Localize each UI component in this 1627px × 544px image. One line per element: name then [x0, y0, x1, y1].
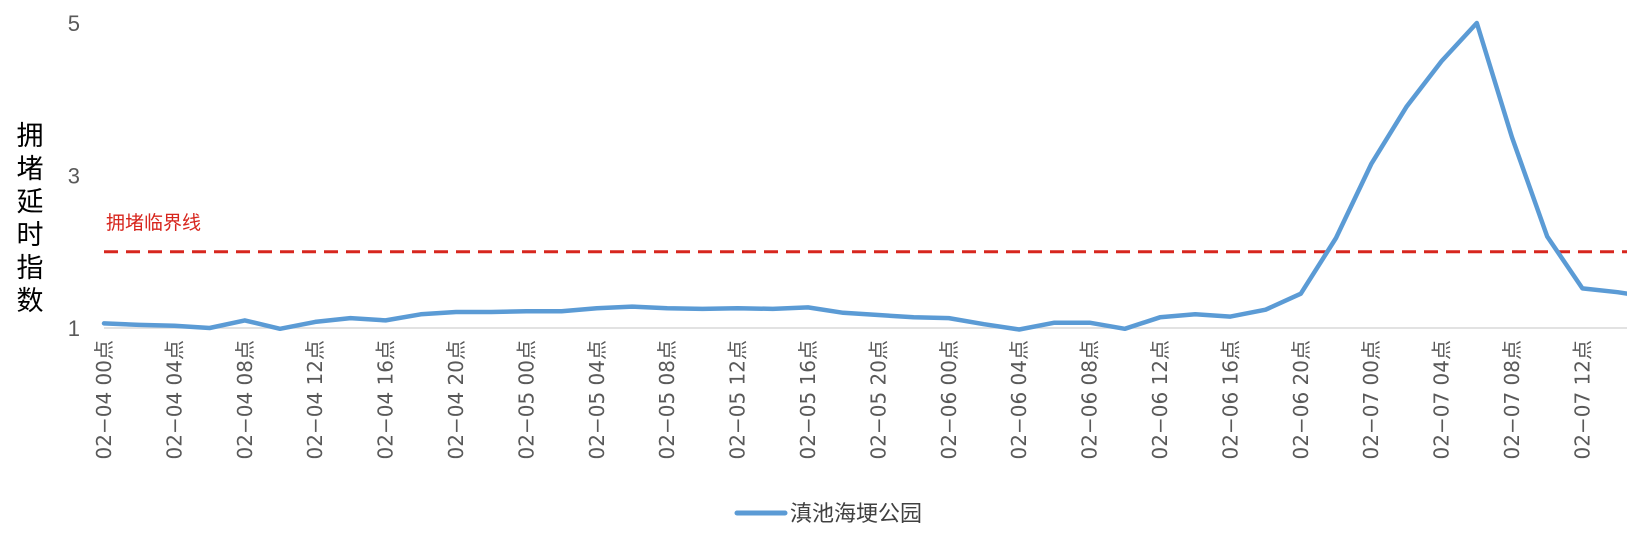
threshold-label: 拥堵临界线: [106, 212, 201, 234]
x-tick-label: 02−05 04点: [585, 340, 609, 459]
x-tick-label: 02−06 00点: [937, 340, 961, 459]
legend: 滇池海埂公园: [734, 502, 922, 527]
x-tick-label: 02−05 12点: [726, 340, 750, 459]
x-tick-label: 02−05 00点: [514, 340, 538, 459]
y-axis-label-char: 拥: [17, 121, 44, 152]
x-tick-label: 02−07 12点: [1570, 340, 1594, 459]
x-tick-label: 02−04 20点: [444, 340, 468, 459]
x-tick-label: 02−05 20点: [866, 340, 890, 459]
x-tick-label: 02−06 12点: [1148, 340, 1172, 459]
x-tick-label: 02−06 08点: [1078, 340, 1102, 459]
y-axis-label-char: 堵: [17, 154, 44, 185]
x-tick-label: 02−04 08点: [233, 340, 257, 459]
x-tick-label: 02−04 04点: [162, 340, 186, 459]
legend-label: 滇池海埂公园: [790, 502, 922, 527]
y-axis-label-char: 延: [17, 187, 44, 218]
y-tick-label: 1: [68, 316, 80, 341]
x-tick-label: 02−05 08点: [655, 340, 679, 459]
x-tick-label: 02−05 16点: [796, 340, 820, 459]
series-line: [101, 20, 1627, 332]
x-tick-label: 02−06 16点: [1218, 340, 1242, 459]
y-tick-label: 5: [68, 11, 80, 36]
y-tick-label: 3: [68, 164, 80, 189]
y-axis-label-char: 数: [17, 286, 44, 317]
series-group: [101, 20, 1627, 332]
x-tick-label: 02−04 00点: [92, 340, 116, 459]
y-axis-label-char: 时: [17, 220, 44, 251]
x-tick-label: 02−07 00点: [1359, 340, 1383, 459]
y-axis-label-char: 指: [17, 253, 44, 284]
y-axis-label: 拥堵延时指数: [17, 121, 44, 317]
x-tick-label: 02−06 04点: [1007, 340, 1031, 459]
x-tick-label: 02−07 08点: [1500, 340, 1524, 459]
x-tick-label: 02−06 20点: [1289, 340, 1313, 459]
y-axis-ticks: 1 3 5: [68, 11, 80, 341]
x-axis-ticks: 02−04 00点 02−04 04点 02−04 08点 02−04 12点 02−0…: [92, 340, 1594, 459]
x-tick-label: 02−04 12点: [303, 340, 327, 459]
x-tick-label: 02−07 04点: [1430, 340, 1454, 459]
x-tick-label: 02−04 16点: [374, 340, 398, 459]
